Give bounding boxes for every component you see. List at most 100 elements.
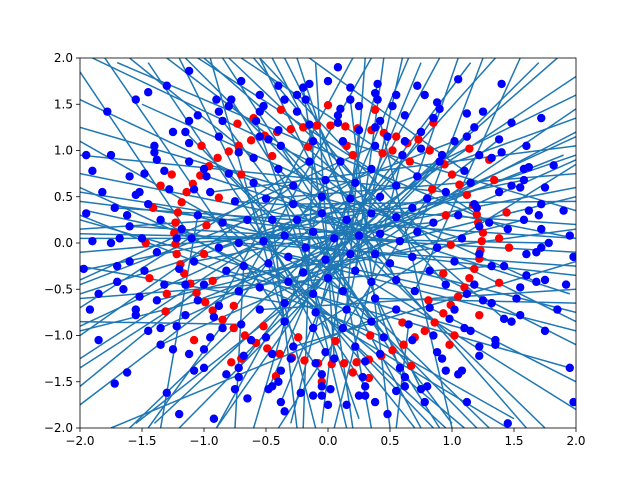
blue-point — [276, 366, 286, 375]
red-point — [406, 361, 416, 371]
blue-point — [234, 238, 243, 248]
blue-point — [404, 320, 413, 329]
blue-point — [370, 123, 380, 132]
blue-point — [561, 280, 571, 289]
blue-point — [342, 400, 351, 410]
red-point — [156, 181, 165, 190]
blue-point — [361, 382, 370, 391]
blue-point — [437, 354, 447, 363]
blue-point — [423, 194, 432, 203]
blue-point — [299, 83, 308, 92]
blue-point — [175, 264, 184, 274]
connector-line — [321, 130, 360, 424]
blue-point — [199, 345, 209, 354]
connector-line — [147, 62, 366, 387]
blue-point — [301, 243, 310, 252]
blue-point — [218, 323, 227, 333]
blue-point — [565, 363, 574, 373]
blue-point — [317, 209, 326, 218]
blue-point — [450, 257, 459, 266]
connector-line — [215, 336, 267, 428]
blue-point — [379, 333, 388, 342]
y-tick-label: 0.0 — [54, 236, 73, 250]
blue-point — [416, 127, 426, 137]
blue-point — [160, 166, 169, 176]
blue-point — [370, 141, 380, 151]
red-point — [370, 105, 380, 115]
red-point — [339, 359, 349, 368]
blue-point — [311, 308, 320, 317]
blue-point — [408, 335, 417, 345]
blue-point — [94, 289, 103, 299]
blue-point — [487, 261, 496, 271]
red-point — [388, 346, 397, 355]
blue-point — [537, 224, 546, 234]
blue-point — [478, 107, 488, 116]
red-point — [494, 234, 504, 243]
blue-point — [565, 231, 574, 240]
blue-point — [462, 397, 472, 407]
blue-point — [392, 275, 401, 285]
blue-point — [333, 111, 343, 120]
y-tick-label: −1.0 — [44, 329, 73, 343]
blue-point — [255, 305, 264, 314]
blue-point — [361, 357, 370, 366]
blue-point — [110, 379, 119, 388]
blue-point — [113, 261, 122, 271]
y-tick-label: 1.5 — [54, 97, 73, 111]
blue-point — [243, 394, 252, 403]
connector-line — [283, 58, 397, 281]
blue-point — [432, 98, 442, 107]
blue-point — [144, 326, 153, 336]
blue-point — [276, 141, 286, 151]
blue-point — [308, 137, 318, 146]
red-point — [392, 132, 401, 141]
red-point — [229, 301, 238, 311]
red-point — [439, 309, 448, 318]
blue-point — [432, 347, 442, 357]
blue-point — [189, 366, 199, 375]
blue-point — [323, 76, 333, 86]
blue-point — [156, 340, 165, 349]
blue-point — [160, 280, 169, 289]
blue-point — [475, 351, 484, 361]
blue-point — [549, 161, 558, 170]
blue-point — [507, 181, 516, 190]
connector-line — [160, 159, 576, 346]
red-point — [460, 283, 469, 292]
blue-point — [82, 209, 91, 218]
connector-line — [178, 136, 468, 428]
blue-point — [370, 397, 380, 407]
blue-point — [214, 132, 224, 141]
red-point — [240, 331, 250, 340]
blue-point — [333, 118, 343, 127]
red-point — [192, 288, 201, 298]
blue-point — [326, 384, 335, 394]
blue-point — [370, 294, 380, 303]
blue-point — [400, 382, 410, 391]
red-point — [201, 298, 210, 307]
red-point — [323, 100, 333, 110]
blue-point — [209, 312, 219, 322]
blue-point — [354, 231, 364, 240]
red-point — [364, 373, 374, 383]
blue-point — [280, 231, 289, 240]
blue-point — [392, 181, 401, 190]
red-point — [454, 292, 463, 301]
red-point — [348, 368, 357, 377]
blue-point — [292, 107, 302, 116]
blue-point — [425, 266, 434, 275]
blue-point — [354, 391, 364, 400]
blue-point — [308, 227, 318, 237]
blue-point — [346, 194, 355, 203]
y-tick-label: 2.0 — [54, 51, 73, 65]
red-point — [145, 273, 154, 283]
red-point — [424, 296, 433, 305]
blue-point — [177, 224, 186, 234]
blue-point — [305, 157, 314, 166]
red-point — [196, 171, 205, 180]
blue-point — [416, 384, 426, 394]
blue-point — [289, 342, 298, 351]
red-point — [331, 336, 340, 346]
blue-point — [383, 132, 392, 141]
